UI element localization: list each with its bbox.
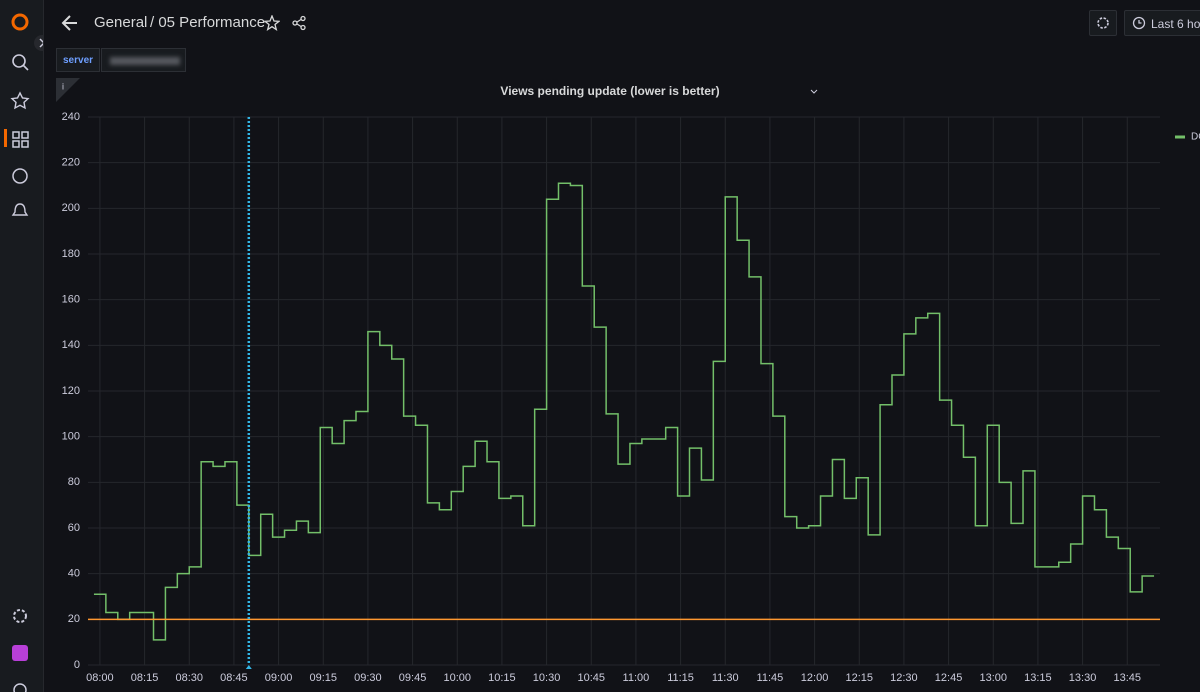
y-tick-label: 100: [62, 431, 80, 443]
x-tick-label: 08:00: [86, 672, 114, 684]
y-tick-label: 40: [68, 568, 80, 580]
y-tick-label: 0: [74, 659, 80, 671]
x-tick-label: 09:45: [399, 672, 427, 684]
x-tick-label: 10:45: [577, 672, 605, 684]
y-tick-label: 20: [68, 613, 80, 625]
folder-name[interactable]: General: [94, 14, 148, 31]
x-tick-label: 13:30: [1069, 672, 1097, 684]
explore-icon[interactable]: [12, 168, 28, 184]
x-tick-label: 08:15: [131, 672, 159, 684]
x-tick-label: 13:45: [1113, 672, 1141, 684]
y-tick-label: 240: [62, 111, 80, 123]
panel-info[interactable]: i: [62, 81, 64, 91]
y-tick-label: 160: [62, 294, 80, 306]
back-button[interactable]: [60, 13, 80, 33]
x-tick-label: 08:45: [220, 672, 248, 684]
expand-toggle[interactable]: [34, 35, 50, 51]
chart-panel: i Views pending update (lower is better)…: [56, 78, 1200, 684]
x-tick-label: 12:00: [801, 672, 829, 684]
x-tick-label: 09:15: [309, 672, 337, 684]
y-tick-label: 200: [62, 202, 80, 214]
sidebar-icons: [4, 13, 50, 692]
starred-icon[interactable]: [10, 91, 30, 110]
panel-title[interactable]: Views pending update (lower is better): [500, 84, 719, 98]
search-icon[interactable]: [12, 54, 26, 68]
y-tick-label: 60: [68, 522, 80, 534]
x-tick-label: 13:00: [979, 672, 1007, 684]
series-line: [93, 182, 1155, 641]
time-picker[interactable]: Last 6 hours: [1124, 10, 1200, 36]
config-icon[interactable]: [13, 609, 27, 623]
help-icon[interactable]: [13, 683, 27, 692]
x-tick-label: 10:00: [443, 672, 471, 684]
legend-label: DC: [1191, 132, 1200, 143]
user-avatar[interactable]: [12, 645, 28, 661]
sidebar: [0, 0, 50, 692]
x-tick-label: 10:30: [533, 672, 561, 684]
y-tick-label: 140: [62, 339, 80, 351]
x-tick-label: 11:30: [712, 672, 739, 684]
y-tick-label: 220: [62, 157, 80, 169]
x-tick-label: 11:00: [623, 672, 650, 684]
y-tick-label: 80: [68, 476, 80, 488]
share-button[interactable]: [291, 15, 307, 31]
x-tick-label: 08:30: [175, 672, 203, 684]
x-tick-label: 13:15: [1024, 672, 1052, 684]
variable-select[interactable]: [101, 48, 186, 72]
x-tick-label: 12:15: [845, 672, 873, 684]
time-range: Last 6 hours: [1151, 17, 1200, 31]
dashboards-icon[interactable]: [12, 131, 29, 148]
settings-button[interactable]: [1089, 10, 1117, 36]
y-tick-label: 180: [62, 248, 80, 260]
x-tick-label: 11:45: [757, 672, 784, 684]
dashboard-name[interactable]: / 05 Performance: [150, 14, 266, 31]
x-tick-label: 12:30: [890, 672, 918, 684]
logo[interactable]: [11, 13, 29, 31]
annotation-tip: [245, 665, 252, 669]
x-tick-label: 09:30: [354, 672, 382, 684]
alerting-icon[interactable]: [11, 203, 29, 216]
y-tick-label: 120: [62, 385, 80, 397]
star-button[interactable]: [264, 15, 280, 31]
variable-label: server: [56, 48, 101, 72]
x-tick-label: 12:45: [935, 672, 963, 684]
x-tick-label: 11:15: [667, 672, 694, 684]
x-tick-label: 09:00: [265, 672, 293, 684]
x-tick-label: 10:15: [488, 672, 516, 684]
